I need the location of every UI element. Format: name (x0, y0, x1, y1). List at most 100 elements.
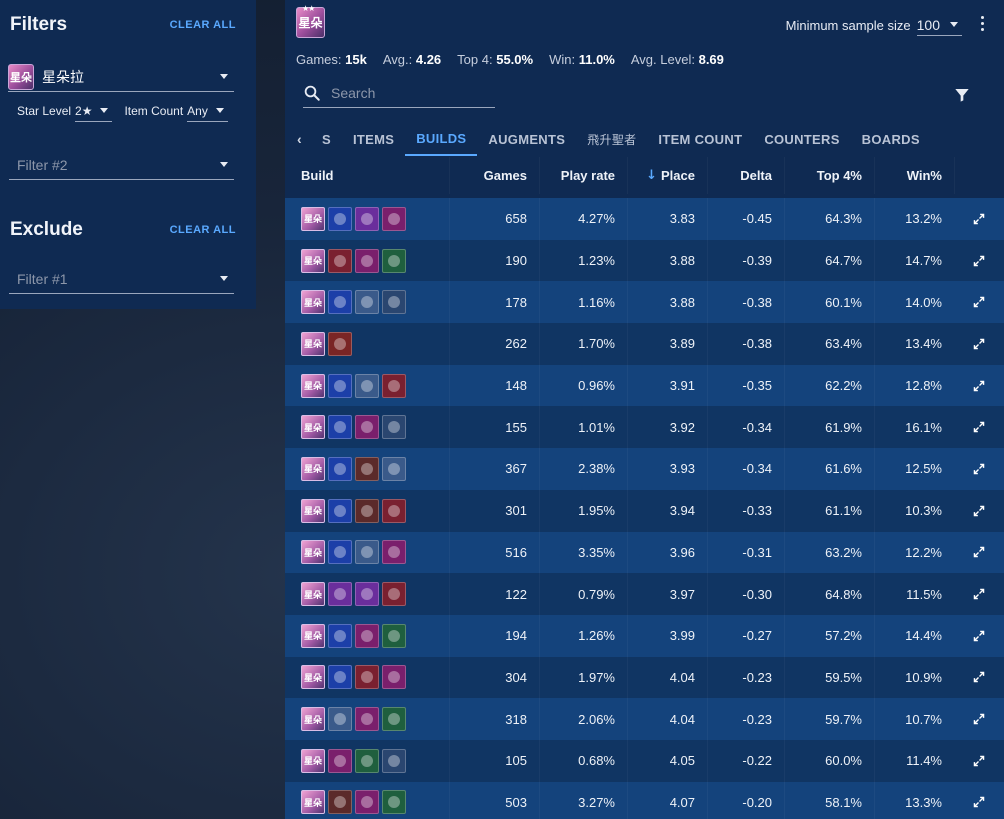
jeweled-item-icon[interactable] (355, 206, 379, 231)
glove-item-icon[interactable] (355, 707, 379, 732)
star-level-select[interactable]: 2★ (75, 100, 113, 122)
jeweled-item-icon[interactable] (355, 582, 379, 607)
dragon-item-icon[interactable] (382, 415, 406, 440)
staff-item-icon[interactable] (328, 206, 352, 231)
table-row[interactable]: 星朵 503 3.27% 4.07 -0.20 58.1% 13.3% (285, 781, 1004, 819)
blade-item-icon[interactable] (382, 623, 406, 648)
hand-item-icon[interactable] (355, 456, 379, 481)
expand-icon[interactable] (954, 295, 1004, 309)
table-row[interactable]: 星朵 155 1.01% 3.92 -0.34 61.9% 16.1% (285, 406, 1004, 449)
hand-item-icon[interactable] (328, 790, 352, 815)
expand-icon[interactable] (954, 337, 1004, 351)
header-delta[interactable]: Delta (707, 157, 784, 194)
staff-item-icon[interactable] (328, 290, 352, 315)
champion-select[interactable]: 星朵 星朵拉 (8, 62, 234, 92)
table-row[interactable]: 星朵 318 2.06% 4.04 -0.23 59.7% 10.7% (285, 698, 1004, 740)
table-row[interactable]: 星朵 190 1.23% 3.88 -0.39 64.7% 14.7% (285, 239, 1004, 282)
scepter-item-icon[interactable] (382, 456, 406, 481)
expand-icon[interactable] (954, 795, 1004, 809)
expand-icon[interactable] (954, 212, 1004, 226)
tab-item-count[interactable]: ITEM COUNT (658, 131, 743, 147)
blade-item-icon[interactable] (382, 790, 406, 815)
staff-item-icon[interactable] (328, 540, 352, 565)
staff-item-icon[interactable] (328, 456, 352, 481)
item-count-select[interactable]: Any (187, 100, 228, 122)
table-row[interactable]: 星朵 194 1.26% 3.99 -0.27 57.2% 14.4% (285, 614, 1004, 657)
table-row[interactable]: 星朵 178 1.16% 3.88 -0.38 60.1% 14.0% (285, 281, 1004, 324)
min-sample-select[interactable]: 100 (916, 14, 962, 36)
dragon-item-icon[interactable] (382, 290, 406, 315)
glove-item-icon[interactable] (382, 206, 406, 231)
header-build[interactable]: Build (301, 168, 334, 183)
header-games[interactable]: Games (449, 157, 539, 194)
table-row[interactable]: 星朵 301 1.95% 3.94 -0.33 61.1% 10.3% (285, 489, 1004, 532)
tab-builds[interactable]: BUILDS (405, 122, 478, 156)
expand-icon[interactable] (954, 670, 1004, 684)
expand-icon[interactable] (954, 379, 1004, 393)
tab-boards[interactable]: BOARDS (861, 131, 920, 147)
scepter-item-icon[interactable] (355, 373, 379, 398)
scepter-item-icon[interactable] (355, 540, 379, 565)
header-play-rate[interactable]: Play rate (539, 157, 627, 194)
table-row[interactable]: 星朵 658 4.27% 3.83 -0.45 64.3% 13.2% (285, 198, 1004, 240)
tab-items[interactable]: ITEMS (352, 131, 395, 147)
filter-icon[interactable] (954, 87, 970, 103)
table-row[interactable]: 星朵 105 0.68% 4.05 -0.22 60.0% 11.4% (285, 739, 1004, 782)
expand-icon[interactable] (954, 254, 1004, 268)
staff-item-icon[interactable] (328, 623, 352, 648)
more-options-icon[interactable] (981, 16, 984, 31)
spear-item-icon[interactable] (328, 248, 352, 273)
spear-item-icon[interactable] (382, 373, 406, 398)
expand-icon[interactable] (954, 462, 1004, 476)
chest-item-icon[interactable] (328, 331, 352, 356)
table-row[interactable]: 星朵 367 2.38% 3.93 -0.34 61.6% 12.5% (285, 448, 1004, 490)
chevron-left-icon[interactable]: ‹ (297, 131, 302, 147)
staff-item-icon[interactable] (328, 373, 352, 398)
spear-item-icon[interactable] (355, 665, 379, 690)
spear-item-icon[interactable] (382, 582, 406, 607)
expand-icon[interactable] (954, 754, 1004, 768)
filter-2-select[interactable]: Filter #2 (9, 150, 234, 180)
scepter-item-icon[interactable] (355, 290, 379, 315)
tab-ascended[interactable]: 飛升聖者 (587, 132, 637, 147)
tab-counters[interactable]: COUNTERS (764, 131, 840, 147)
glove-item-icon[interactable] (355, 623, 379, 648)
staff-item-icon[interactable] (328, 665, 352, 690)
glove-item-icon[interactable] (328, 748, 352, 773)
scepter-item-icon[interactable] (328, 707, 352, 732)
exclude-clear-all-button[interactable]: CLEAR ALL (169, 224, 236, 236)
staff-item-icon[interactable] (328, 498, 352, 523)
blade-item-icon[interactable] (382, 707, 406, 732)
table-row[interactable]: 星朵 516 3.35% 3.96 -0.31 63.2% 12.2% (285, 531, 1004, 574)
table-row[interactable]: 星朵 122 0.79% 3.97 -0.30 64.8% 11.5% (285, 573, 1004, 615)
blade-item-icon[interactable] (355, 748, 379, 773)
expand-icon[interactable] (954, 712, 1004, 726)
exclude-filter-1-select[interactable]: Filter #1 (9, 264, 234, 294)
header-win[interactable]: Win% (874, 157, 954, 194)
blade-item-icon[interactable] (382, 248, 406, 273)
expand-icon[interactable] (954, 504, 1004, 518)
glove-item-icon[interactable] (355, 415, 379, 440)
header-top4[interactable]: Top 4% (784, 157, 874, 194)
expand-icon[interactable] (954, 545, 1004, 559)
spear-item-icon[interactable] (382, 498, 406, 523)
jeweled-item-icon[interactable] (328, 582, 352, 607)
glove-item-icon[interactable] (355, 248, 379, 273)
filters-clear-all-button[interactable]: CLEAR ALL (169, 19, 236, 31)
glove-item-icon[interactable] (382, 540, 406, 565)
dragon-item-icon[interactable] (382, 748, 406, 773)
hand-item-icon[interactable] (355, 498, 379, 523)
expand-icon[interactable] (954, 629, 1004, 643)
table-row[interactable]: 星朵 262 1.70% 3.89 -0.38 63.4% 13.4% (285, 323, 1004, 365)
header-place[interactable]: ↓ Place (627, 157, 707, 194)
expand-icon[interactable] (954, 587, 1004, 601)
table-row[interactable]: 星朵 304 1.97% 4.04 -0.23 59.5% 10.9% (285, 656, 1004, 699)
staff-item-icon[interactable] (328, 415, 352, 440)
glove-item-icon[interactable] (382, 665, 406, 690)
tab-s[interactable]: S (322, 131, 331, 147)
glove-item-icon[interactable] (355, 790, 379, 815)
search-input[interactable] (331, 85, 481, 101)
table-row[interactable]: 星朵 148 0.96% 3.91 -0.35 62.2% 12.8% (285, 364, 1004, 407)
expand-icon[interactable] (954, 420, 1004, 434)
tab-augments[interactable]: AUGMENTS (488, 131, 566, 147)
